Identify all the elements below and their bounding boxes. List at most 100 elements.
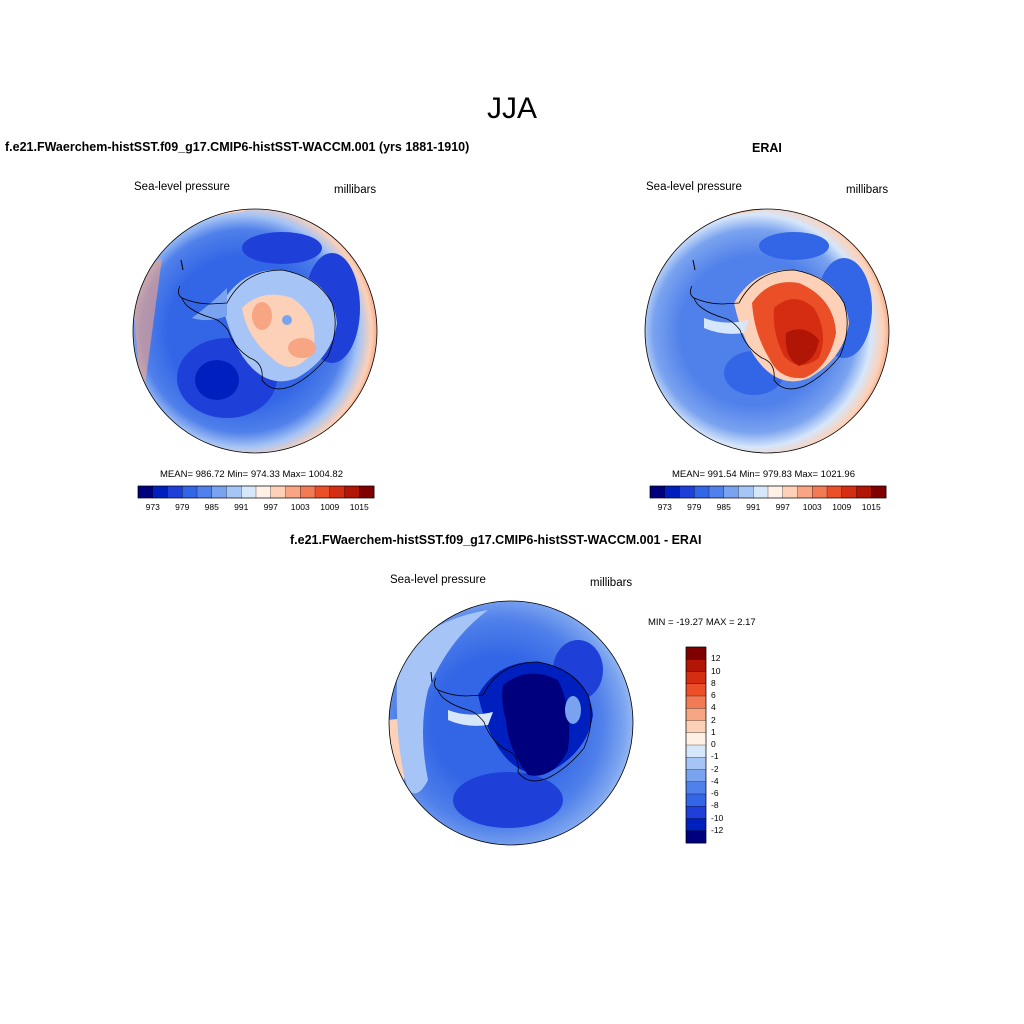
- model-colorbar: [137, 485, 375, 499]
- obs-colorbar-swatch: [738, 485, 754, 499]
- model-polar-map: [132, 208, 378, 454]
- diff-colorbar-swatch: [685, 818, 707, 832]
- diff-colorbar-swatch: [685, 757, 707, 770]
- obs-colorbar-swatch: [753, 485, 769, 499]
- obs-colorbar-tick-label: 991: [746, 502, 761, 512]
- diff-units-label: millibars: [590, 577, 633, 589]
- obs-colorbar: [649, 485, 887, 499]
- model-colorbar-swatch: [300, 485, 316, 499]
- diff-colorbar-tick-label: 6: [711, 690, 716, 700]
- diff-colorbar-swatch: [685, 659, 707, 672]
- obs-colorbar-swatch: [708, 485, 725, 499]
- diff-colorbar-tick-label: 2: [711, 714, 716, 725]
- diff-colorbar-tick-label: 4: [711, 702, 716, 713]
- obs-colorbar-swatch: [767, 485, 784, 499]
- obs-colorbar-tick-label: 1015: [861, 502, 881, 512]
- model-colorbar-swatch: [255, 485, 272, 499]
- figure-title: JJA: [486, 92, 537, 125]
- obs-colorbar-swatch: [871, 485, 887, 499]
- model-colorbar-tick-label: 991: [234, 502, 249, 512]
- model-colorbar-swatch: [241, 485, 257, 499]
- model-colorbar-swatch: [314, 485, 331, 499]
- obs-colorbar-swatch: [679, 485, 695, 499]
- obs-stats: MEAN= 991.54 Min= 979.83 Max= 1021.96: [672, 469, 855, 480]
- diff-stats: MIN = -19.27 MAX = 2.17: [648, 617, 756, 628]
- obs-colorbar-tick-label: 979: [687, 502, 702, 512]
- model-colorbar-tick-label: 979: [175, 502, 190, 512]
- diff-panel-title: f.e21.FWaerchem-histSST.f09_g17.CMIP6-hi…: [290, 533, 702, 547]
- model-colorbar-tick-label: 997: [263, 502, 278, 512]
- obs-colorbar-swatch: [856, 485, 872, 499]
- obs-colorbar-swatch: [841, 485, 857, 499]
- diff-colorbar-tick-label: 1: [711, 726, 716, 737]
- diff-colorbar-ticks: 12 10 8 6 4 2 1 0 -1 -2 -4 -6 -8 -10 -12: [711, 647, 741, 843]
- obs-colorbar-tick-label: 1009: [832, 502, 852, 512]
- diff-colorbar-tick-label: -6: [711, 788, 719, 798]
- model-colorbar-ticks: 973 979 985 991 997 1003 1009 1015: [138, 502, 374, 514]
- model-colorbar-swatch: [152, 485, 168, 499]
- model-colorbar-swatch: [344, 485, 360, 499]
- model-colorbar-tick-label: 1009: [320, 502, 340, 512]
- obs-colorbar-swatch: [664, 485, 680, 499]
- model-colorbar-swatch: [211, 485, 227, 499]
- diff-colorbar: [685, 646, 707, 844]
- obs-colorbar-swatch: [812, 485, 828, 499]
- model-colorbar-tick-label: 985: [204, 502, 219, 512]
- obs-colorbar-tick-label: 973: [657, 502, 672, 512]
- model-colorbar-swatch: [329, 485, 345, 499]
- diff-colorbar-swatch: [685, 769, 707, 783]
- obs-colorbar-tick-label: 985: [716, 502, 731, 512]
- model-colorbar-tick-label: 973: [145, 502, 160, 512]
- obs-polar-map: [644, 208, 890, 454]
- diff-colorbar-tick-label: 8: [711, 677, 716, 688]
- model-colorbar-swatch: [359, 485, 375, 499]
- model-colorbar-swatch: [196, 485, 213, 499]
- diff-polar-map: [388, 600, 634, 846]
- model-colorbar-swatch: [285, 485, 301, 499]
- diff-colorbar-swatch: [685, 695, 707, 709]
- model-panel-title: f.e21.FWaerchem-histSST.f09_g17.CMIP6-hi…: [5, 140, 470, 154]
- model-colorbar-swatch: [137, 485, 154, 499]
- obs-units-label: millibars: [846, 184, 889, 196]
- diff-colorbar-swatch: [685, 793, 707, 807]
- obs-colorbar-tick-label: 1003: [802, 502, 822, 512]
- model-stats: MEAN= 986.72 Min= 974.33 Max= 1004.82: [160, 469, 343, 480]
- diff-colorbar-tick-label: -1: [711, 751, 719, 762]
- obs-colorbar-swatch: [694, 485, 710, 499]
- diff-colorbar-swatch: [685, 830, 707, 844]
- diff-colorbar-swatch: [685, 781, 707, 795]
- model-variable-label: Sea-level pressure: [134, 181, 230, 193]
- obs-variable-label: Sea-level pressure: [646, 181, 742, 193]
- diff-colorbar-swatch: [685, 708, 707, 721]
- model-colorbar-tick-label: 1015: [349, 502, 369, 512]
- diff-colorbar-swatch: [685, 671, 707, 685]
- diff-colorbar-swatch: [685, 806, 707, 819]
- obs-panel-title: ERAI: [752, 141, 782, 155]
- diff-colorbar-swatch: [685, 744, 707, 758]
- obs-colorbar-swatch: [826, 485, 843, 499]
- diff-variable-label: Sea-level pressure: [390, 574, 486, 586]
- model-colorbar-swatch: [182, 485, 198, 499]
- diff-colorbar-swatch: [685, 683, 707, 697]
- diff-colorbar-tick-label: 0: [711, 739, 716, 749]
- diff-colorbar-swatch: [685, 646, 707, 660]
- obs-colorbar-swatch: [649, 485, 666, 499]
- model-colorbar-swatch: [270, 485, 286, 499]
- obs-colorbar-ticks: 973 979 985 991 997 1003 1009 1015: [650, 502, 886, 514]
- diff-colorbar-tick-label: -8: [711, 800, 719, 811]
- diff-colorbar-swatch: [685, 732, 707, 746]
- obs-colorbar-swatch: [723, 485, 739, 499]
- model-colorbar-swatch: [226, 485, 242, 499]
- obs-colorbar-swatch: [782, 485, 798, 499]
- obs-colorbar-tick-label: 997: [775, 502, 790, 512]
- diff-colorbar-tick-label: 10: [711, 665, 721, 676]
- diff-colorbar-tick-label: -2: [711, 763, 719, 774]
- model-units-label: millibars: [334, 184, 377, 196]
- diff-colorbar-swatch: [685, 720, 707, 734]
- obs-colorbar-swatch: [797, 485, 813, 499]
- diff-colorbar-tick-label: -4: [711, 775, 719, 786]
- diff-colorbar-tick-label: -10: [711, 812, 724, 823]
- model-colorbar-tick-label: 1003: [290, 502, 310, 512]
- diff-colorbar-tick-label: 12: [711, 653, 721, 664]
- diff-colorbar-tick-label: -12: [711, 824, 724, 835]
